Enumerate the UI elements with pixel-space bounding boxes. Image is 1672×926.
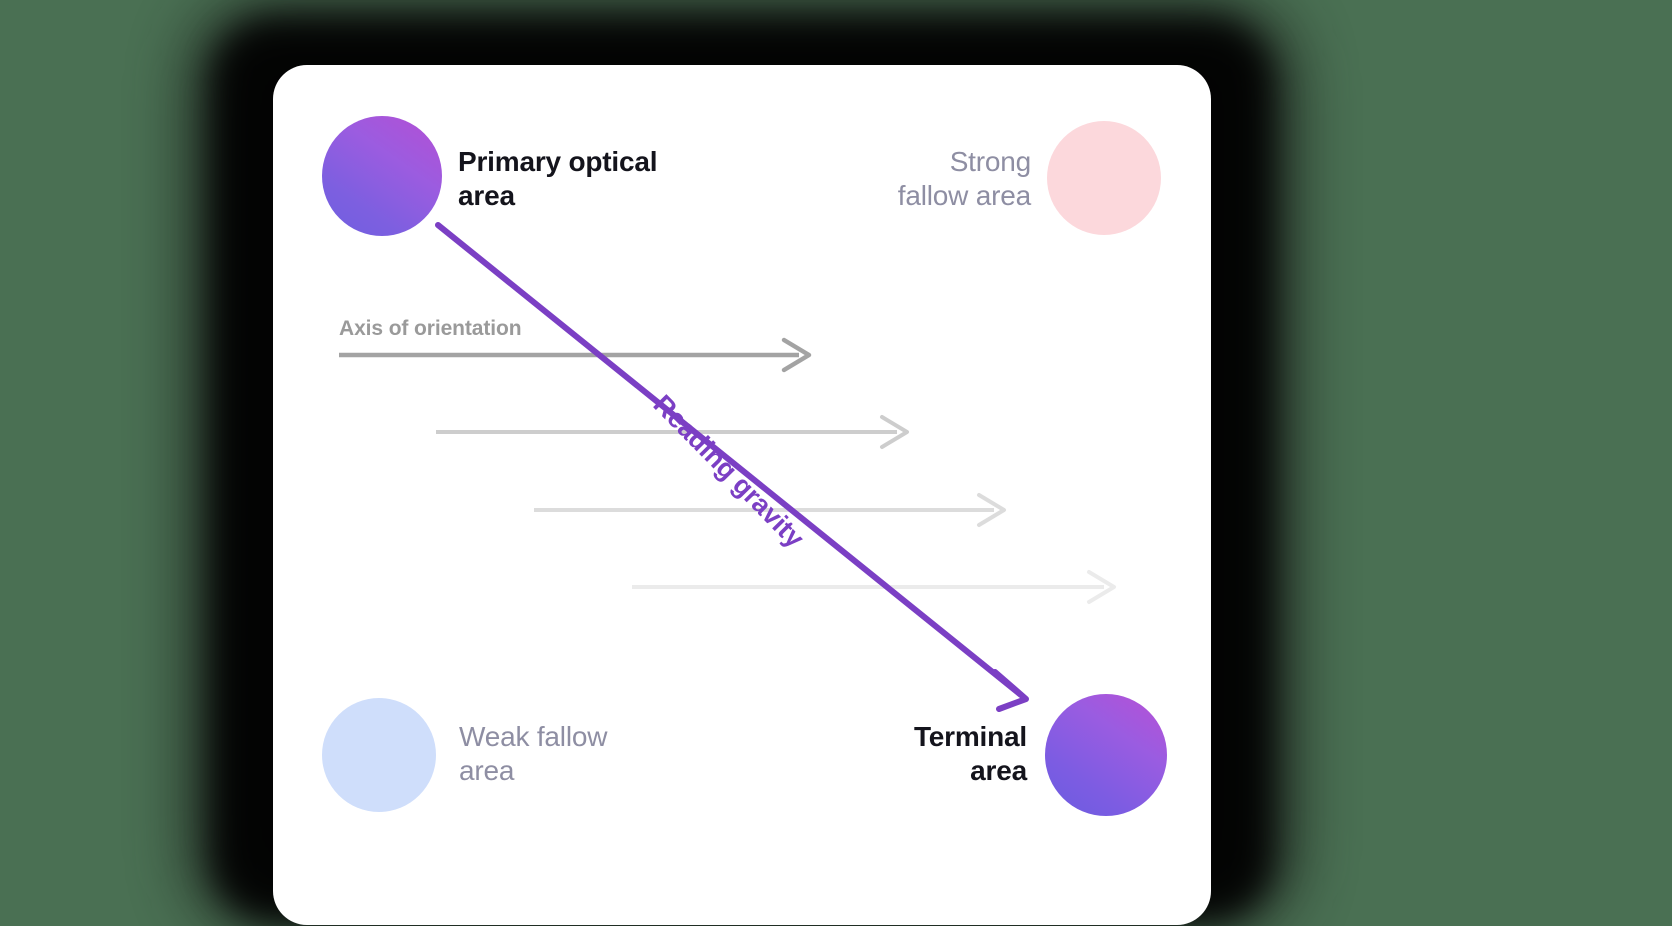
diagram-stage: Primary optical area Strong fallow area …	[196, 6, 1288, 926]
scan-line-4	[632, 570, 1116, 604]
scan-lines-layer	[339, 337, 1116, 604]
diagram-canvas: Primary optical area Strong fallow area …	[273, 65, 1211, 925]
terminal-area-label: Terminal area	[913, 721, 1027, 787]
primary-optical-label: Primary optical area	[458, 146, 658, 212]
primary-optical-circle	[322, 116, 442, 236]
strong-fallow-label: Strong fallow area	[897, 146, 1031, 212]
weak-fallow-label: Weak fallow area	[459, 721, 608, 787]
scan-line-1	[339, 337, 812, 373]
reading-gravity-arrow	[435, 222, 1029, 712]
terminal-area-circle	[1045, 694, 1167, 816]
scan-line-3	[534, 493, 1006, 527]
reading-gravity-arrow-layer	[435, 222, 1029, 712]
scan-line-2	[436, 415, 909, 449]
axis-of-orientation-label: Axis of orientation	[339, 317, 522, 340]
diagram-card: Primary optical area Strong fallow area …	[273, 65, 1211, 925]
weak-fallow-circle	[322, 698, 436, 812]
strong-fallow-circle	[1047, 121, 1161, 235]
